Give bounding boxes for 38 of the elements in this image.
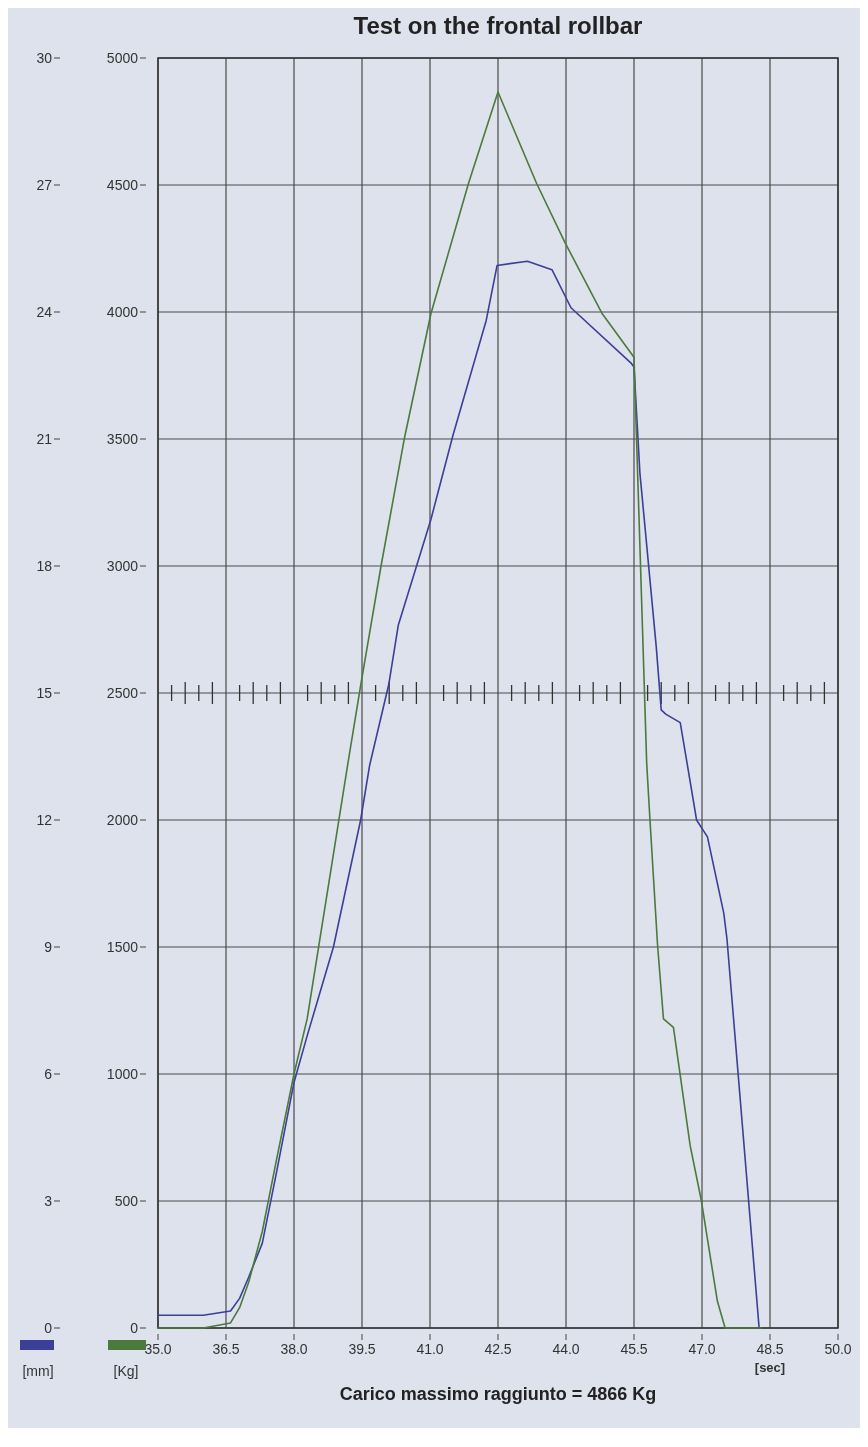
x-tick-label: 41.0 (416, 1341, 444, 1357)
x-tick-label: 39.5 (348, 1341, 376, 1357)
x-tick-label: 44.0 (552, 1341, 580, 1357)
y2-tick-label: 1000 (106, 1066, 139, 1082)
x-tick-label: 50.0 (824, 1341, 852, 1357)
y-tick-label: 30 (36, 50, 53, 66)
x-tick-label: 48.5 (756, 1341, 784, 1357)
x-axis-title: [sec] (754, 1360, 786, 1375)
y-tick-label: 21 (36, 431, 53, 447)
y-tick-label: 15 (36, 685, 53, 701)
y2-tick-label: 500 (114, 1193, 139, 1209)
y-tick-label: 18 (36, 558, 53, 574)
y-axis-title: [mm] (22, 1363, 54, 1379)
y2-axis-title: [Kg] (113, 1363, 139, 1379)
x-tick-label: 36.5 (212, 1341, 240, 1357)
y2-tick-label: 5000 (106, 50, 139, 66)
y2-tick-label: 4500 (106, 177, 139, 193)
y-tick-label: 24 (36, 304, 53, 320)
y-tick-label: 3 (44, 1193, 53, 1209)
y-tick-label: 6 (44, 1066, 53, 1082)
y2-tick-label: 1500 (106, 939, 139, 955)
x-tick-label: 42.5 (484, 1341, 512, 1357)
text: Carico massimo raggiunto = 4866 Kg (339, 1384, 657, 1404)
x-tick-label: 45.5 (620, 1341, 648, 1357)
y-tick-label: 12 (36, 812, 53, 828)
y2-tick-label: 2000 (106, 812, 139, 828)
chart-title: Test on the frontal rollbar (353, 12, 643, 39)
y2-tick-label: 4000 (106, 304, 139, 320)
y2-tick-label: 0 (130, 1320, 139, 1336)
y-tick-label: 9 (44, 939, 53, 955)
y2-tick-label: 3000 (106, 558, 139, 574)
y2-tick-label: 2500 (106, 685, 139, 701)
x-tick-label: 35.0 (144, 1341, 172, 1357)
x-tick-label: 38.0 (280, 1341, 308, 1357)
y-tick-label: 27 (36, 177, 53, 193)
x-tick-label: 47.0 (688, 1341, 716, 1357)
y-tick-label: 0 (44, 1320, 53, 1336)
y2-tick-label: 3500 (106, 431, 139, 447)
